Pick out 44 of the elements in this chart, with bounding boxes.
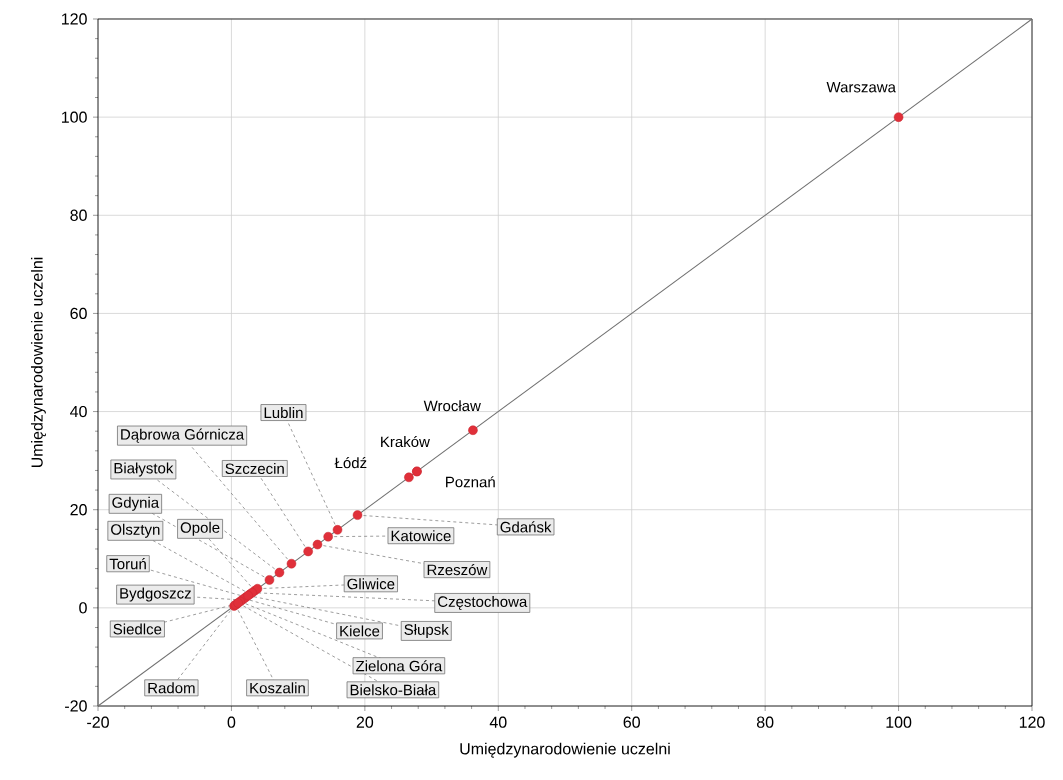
annotation: Gliwice	[347, 578, 395, 590]
y-tick-label: 60	[70, 307, 87, 320]
annotation: Słupsk	[404, 623, 449, 638]
x-axis-title: Umiędzynarodowienie uczelni	[460, 742, 670, 758]
annotation: Kraków	[381, 435, 430, 448]
annotation: Katowice	[391, 530, 451, 542]
y-tick-label: 40	[70, 405, 87, 418]
annotation: Wrocław	[423, 400, 481, 412]
x-tick-label: 120	[1019, 716, 1045, 728]
y-tick-label: 0	[79, 602, 87, 614]
annotation: Opole	[180, 521, 220, 536]
annotation: Kielce	[340, 625, 380, 637]
annotation: Łódź	[334, 457, 367, 469]
annotation: Poznań	[446, 476, 495, 488]
x-tick-label: 20	[356, 716, 374, 728]
annotation: Rzeszów	[427, 563, 488, 576]
annotation: Bydgoszcz	[120, 587, 191, 602]
x-tick-label: 0	[227, 716, 236, 728]
annotation: Gdynia	[112, 496, 160, 511]
x-tick-label: 80	[756, 716, 774, 728]
y-tick-label: 20	[70, 504, 87, 516]
x-tick-label: 100	[886, 716, 912, 728]
annotation: Radom	[148, 682, 195, 694]
annotation: Warszawa	[826, 81, 896, 93]
annotation: Gdańsk	[500, 521, 552, 533]
annotation: Dąbrowa Górnicza	[121, 428, 245, 443]
annotation: Szczecin	[225, 462, 284, 474]
y-tick-label: -20	[65, 700, 87, 712]
annotation: Koszalin	[250, 682, 305, 694]
annotation: Toruń	[109, 558, 146, 570]
annotation: Lublin	[264, 407, 303, 419]
y-tick-label: 80	[70, 209, 87, 221]
x-tick-label: -20	[87, 716, 109, 728]
x-tick-label: 40	[489, 716, 507, 728]
y-axis-title: Umiędzynarodowienie uczelni	[30, 257, 46, 468]
annotation: Zielona Góra	[356, 660, 443, 672]
y-tick-label: 120	[62, 13, 87, 25]
annotation: Siedlce	[113, 623, 162, 635]
annotation: Białystok	[114, 462, 174, 477]
x-tick-label: 60	[623, 716, 640, 728]
annotation: Bielsko-Biała	[350, 684, 437, 696]
annotation: Olsztyn	[111, 523, 160, 538]
annotation: Częstochowa	[438, 595, 528, 610]
y-tick-label: 100	[62, 111, 87, 123]
